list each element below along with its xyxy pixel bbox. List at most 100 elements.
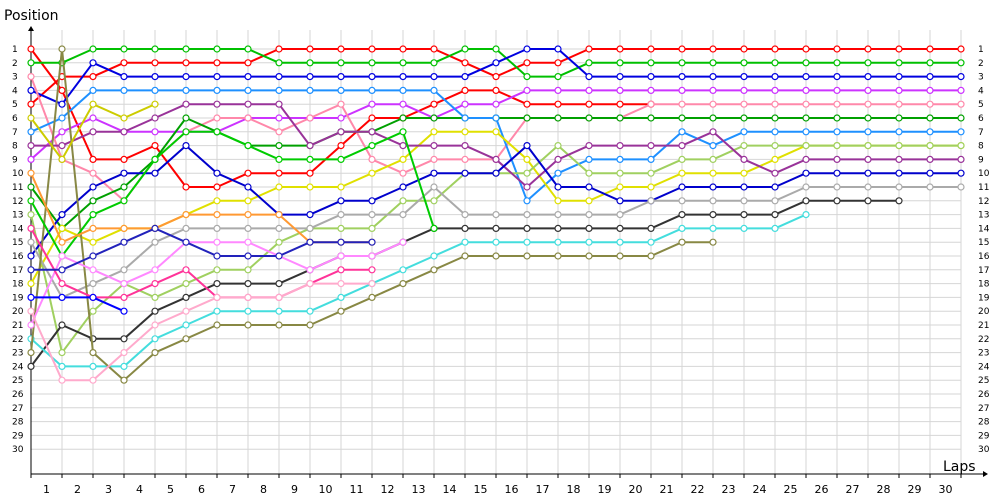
data-point <box>399 114 407 122</box>
y-tick-label-right: 2 <box>978 59 984 69</box>
data-point <box>895 183 903 191</box>
data-point <box>895 100 903 108</box>
data-point <box>709 183 717 191</box>
series-22 <box>27 224 376 274</box>
y-tick-label-right: 16 <box>978 252 990 262</box>
data-point <box>244 238 252 246</box>
data-point <box>616 114 624 122</box>
y-tick-label: 21 <box>12 321 23 331</box>
data-point <box>678 72 686 81</box>
data-point <box>306 321 314 329</box>
data-point <box>616 238 624 246</box>
data-point <box>27 128 35 136</box>
data-point <box>151 349 159 357</box>
axis-layer: 1234567891011121314151617181920212223242… <box>12 26 990 496</box>
data-point <box>864 155 872 163</box>
data-point <box>802 169 810 177</box>
series-line <box>31 227 372 271</box>
x-tick-label: 13 <box>412 483 426 496</box>
data-point <box>151 45 159 53</box>
data-point <box>27 45 35 53</box>
data-point <box>926 169 934 177</box>
series-17 <box>27 128 438 260</box>
data-point <box>709 100 717 108</box>
y-tick-label: 14 <box>12 224 24 234</box>
data-point <box>182 45 190 53</box>
data-point <box>678 169 686 177</box>
data-point <box>275 86 283 95</box>
data-point <box>337 45 345 53</box>
data-point <box>244 211 252 219</box>
y-tick-label: 11 <box>12 183 23 193</box>
data-point <box>244 169 252 177</box>
data-point <box>151 59 159 67</box>
data-point <box>368 197 376 205</box>
data-point <box>771 100 779 108</box>
data-point <box>616 183 624 191</box>
data-point <box>492 169 500 177</box>
y-axis-title: Position <box>4 8 59 24</box>
x-tick-label: 21 <box>660 483 674 496</box>
data-point <box>306 183 314 191</box>
data-point <box>120 362 128 370</box>
data-point <box>833 72 841 81</box>
data-point <box>337 197 345 205</box>
data-point <box>151 142 159 150</box>
data-point <box>895 114 903 122</box>
data-point <box>616 252 624 260</box>
data-point <box>771 224 779 232</box>
data-point <box>957 45 965 53</box>
data-point <box>89 307 97 315</box>
data-point <box>771 183 779 191</box>
data-point <box>120 335 128 343</box>
x-tick-label: 1 <box>43 483 50 496</box>
data-point <box>554 197 562 205</box>
data-point <box>213 169 221 177</box>
y-tick-label: 23 <box>12 349 23 359</box>
data-point <box>616 197 624 205</box>
data-point <box>306 224 314 232</box>
data-point <box>151 335 159 343</box>
y-tick-label: 8 <box>12 142 18 152</box>
data-point <box>554 155 562 163</box>
data-point <box>833 142 841 150</box>
data-point <box>802 155 810 163</box>
data-point <box>585 252 593 260</box>
data-point <box>523 238 531 246</box>
data-point <box>89 114 97 122</box>
data-point <box>461 142 469 150</box>
data-point <box>275 100 283 108</box>
data-point <box>430 72 438 81</box>
data-point <box>709 86 717 95</box>
data-point <box>275 142 283 150</box>
data-point <box>337 128 345 136</box>
x-tick-label: 29 <box>908 483 922 496</box>
data-point <box>58 224 66 232</box>
data-point <box>275 45 283 53</box>
data-point <box>709 45 717 53</box>
y-tick-label: 29 <box>12 431 24 441</box>
series-1 <box>27 45 655 191</box>
data-point <box>89 128 97 136</box>
data-point <box>399 100 407 108</box>
data-point <box>678 114 686 122</box>
data-point <box>275 252 283 260</box>
y-tick-label: 15 <box>12 238 23 248</box>
y-tick-label: 27 <box>12 404 23 414</box>
data-point <box>151 307 159 315</box>
data-point <box>89 86 97 95</box>
y-tick-label: 18 <box>12 280 24 290</box>
data-point <box>771 211 779 219</box>
x-axis-title: Laps <box>943 459 976 475</box>
data-point <box>957 169 965 177</box>
data-point <box>244 59 252 67</box>
data-point <box>337 183 345 191</box>
data-point <box>368 142 376 150</box>
data-point <box>337 142 345 150</box>
data-point <box>647 86 655 95</box>
y-tick-label: 24 <box>12 362 24 372</box>
data-point <box>461 114 469 122</box>
data-point <box>244 293 252 301</box>
data-point <box>27 266 35 274</box>
data-point <box>430 183 438 191</box>
